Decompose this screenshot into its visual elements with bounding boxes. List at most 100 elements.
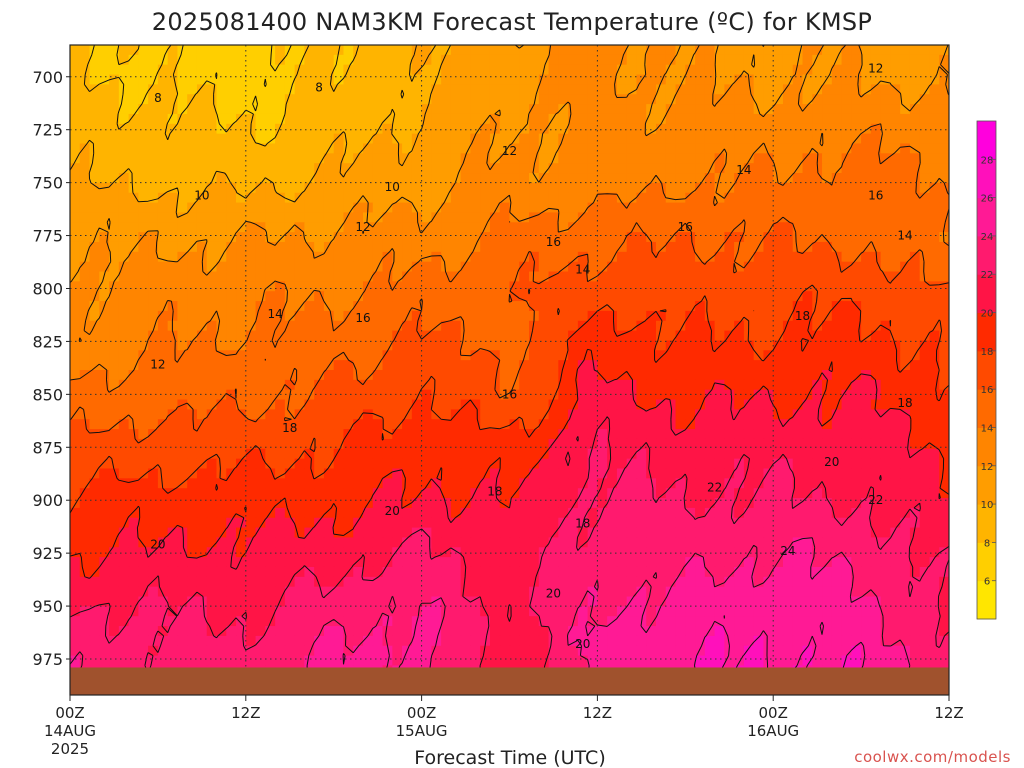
temp-cell bbox=[870, 123, 882, 135]
temp-cell bbox=[138, 64, 149, 76]
temp-cell bbox=[70, 448, 81, 460]
temp-cell bbox=[548, 379, 559, 391]
temp-cell bbox=[177, 123, 188, 135]
temp-cell bbox=[900, 498, 911, 509]
temp-cell bbox=[382, 45, 393, 56]
temp-cell bbox=[109, 133, 120, 145]
temp-cell bbox=[597, 350, 608, 361]
temp-cell bbox=[782, 241, 794, 253]
temp-cell bbox=[441, 576, 452, 588]
temp-cell bbox=[294, 84, 305, 95]
temp-cell bbox=[148, 498, 159, 509]
temp-cell bbox=[99, 104, 110, 115]
temp-cell bbox=[900, 153, 911, 164]
temp-cell bbox=[529, 340, 540, 351]
temp-cell bbox=[392, 143, 403, 154]
temp-cell bbox=[167, 507, 179, 519]
temp-cell bbox=[695, 261, 706, 273]
temp-cell bbox=[411, 557, 423, 568]
temp-cell bbox=[714, 310, 725, 322]
temp-cell bbox=[216, 448, 227, 460]
temp-cell bbox=[636, 123, 647, 135]
temp-cell bbox=[870, 498, 882, 509]
temp-cell bbox=[675, 468, 686, 479]
temp-cell bbox=[206, 173, 218, 184]
temp-cell bbox=[392, 45, 403, 56]
temp-cell bbox=[587, 222, 598, 233]
temp-cell bbox=[763, 271, 774, 282]
temp-cell bbox=[450, 438, 462, 450]
temp-cell bbox=[587, 468, 598, 479]
temp-cell bbox=[499, 241, 511, 253]
temp-cell bbox=[255, 241, 266, 253]
temp-cell bbox=[685, 64, 696, 76]
temp-cell bbox=[284, 192, 296, 204]
temp-cell bbox=[616, 182, 628, 194]
temp-cell bbox=[343, 94, 354, 105]
temp-cell bbox=[704, 360, 716, 371]
temp-cell bbox=[460, 586, 472, 598]
temp-cell bbox=[382, 310, 393, 322]
temp-cell bbox=[909, 104, 921, 115]
temp-cell bbox=[89, 143, 100, 154]
temp-cell bbox=[480, 271, 491, 282]
temp-cell bbox=[441, 586, 452, 598]
temp-cell bbox=[79, 537, 91, 548]
temp-cell bbox=[558, 182, 569, 194]
temp-cell bbox=[128, 84, 139, 95]
temp-cell bbox=[196, 291, 208, 302]
temp-cell bbox=[724, 379, 735, 391]
temp-cell bbox=[411, 517, 423, 529]
temp-cell bbox=[323, 173, 335, 184]
temp-cell bbox=[929, 271, 940, 282]
temp-cell bbox=[460, 301, 472, 312]
temp-cell bbox=[148, 360, 159, 371]
temp-cell bbox=[284, 133, 296, 145]
temp-cell bbox=[265, 448, 276, 460]
temp-cell bbox=[148, 271, 159, 282]
temp-cell bbox=[587, 192, 598, 204]
temp-cell bbox=[509, 281, 520, 292]
temp-cell bbox=[255, 320, 266, 332]
temp-cell bbox=[382, 527, 393, 539]
temp-cell bbox=[89, 478, 100, 489]
temp-cell bbox=[529, 566, 540, 578]
temp-cell bbox=[450, 468, 462, 479]
temp-cell bbox=[861, 133, 872, 145]
temp-cell bbox=[626, 576, 638, 588]
temp-cell bbox=[431, 310, 442, 322]
temp-cell bbox=[890, 389, 901, 401]
temp-cell bbox=[773, 350, 784, 361]
temp-cell bbox=[763, 527, 774, 539]
temp-cell bbox=[939, 54, 949, 66]
temp-cell bbox=[118, 222, 130, 233]
temp-cell bbox=[363, 212, 374, 223]
temp-cell bbox=[431, 438, 442, 450]
temp-cell bbox=[597, 310, 608, 322]
temp-cell bbox=[929, 133, 940, 145]
temp-cell bbox=[109, 468, 120, 479]
temp-cell bbox=[382, 448, 393, 460]
temp-cell bbox=[392, 202, 403, 214]
temp-cell bbox=[792, 438, 804, 450]
temp-cell bbox=[646, 547, 657, 558]
temp-cell bbox=[118, 498, 130, 509]
temp-cell bbox=[734, 84, 745, 95]
temp-cell bbox=[665, 320, 677, 332]
temp-cell bbox=[167, 448, 179, 460]
temp-cell bbox=[431, 576, 442, 588]
temp-cell bbox=[851, 271, 862, 282]
temp-cell bbox=[890, 429, 901, 440]
temp-cell bbox=[333, 399, 345, 410]
temp-cell bbox=[89, 182, 100, 194]
temp-cell bbox=[89, 498, 100, 509]
temp-cell bbox=[822, 133, 833, 145]
temp-cell bbox=[480, 192, 491, 204]
temp-cell bbox=[99, 281, 110, 292]
temp-cell bbox=[323, 123, 335, 135]
temp-cell bbox=[782, 261, 794, 273]
temp-cell bbox=[441, 458, 452, 470]
temp-cell bbox=[70, 163, 81, 174]
temp-cell bbox=[861, 557, 872, 568]
temp-cell bbox=[157, 330, 169, 342]
